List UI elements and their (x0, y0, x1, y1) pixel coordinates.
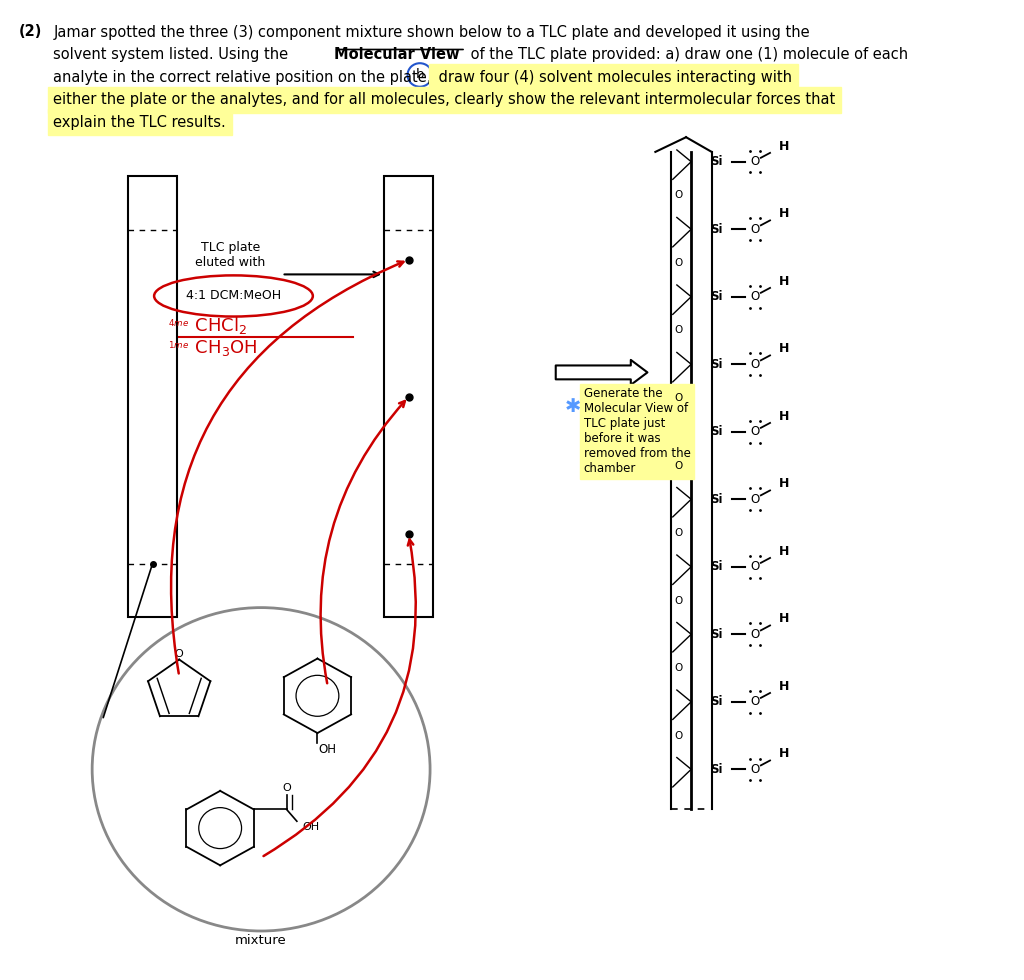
Text: Molecular View: Molecular View (334, 47, 460, 62)
Text: H: H (779, 274, 790, 287)
Text: H: H (779, 410, 790, 422)
Text: H: H (779, 545, 790, 558)
Text: $^{1me}$: $^{1me}$ (168, 341, 189, 355)
Text: OH: OH (302, 822, 319, 832)
Text: O: O (675, 730, 683, 741)
Text: draw four (4) solvent molecules interacting with: draw four (4) solvent molecules interact… (434, 70, 793, 84)
Text: Jamar spotted the three (3) component mixture shown below to a TLC plate and dev: Jamar spotted the three (3) component mi… (53, 24, 810, 39)
FancyArrowPatch shape (556, 360, 647, 385)
Text: Si: Si (710, 695, 722, 709)
Text: O: O (675, 393, 683, 403)
Text: solvent system listed. Using the: solvent system listed. Using the (53, 47, 293, 62)
Text: Si: Si (710, 493, 722, 506)
Text: O: O (750, 762, 760, 776)
Text: Generate the
Molecular View of
TLC plate just
before it was
removed from the
cha: Generate the Molecular View of TLC plate… (584, 387, 690, 475)
Text: analyte in the correct relative position on the plate,: analyte in the correct relative position… (53, 70, 432, 84)
Text: O: O (750, 561, 760, 573)
Text: O: O (675, 461, 683, 470)
Text: O: O (675, 663, 683, 673)
Text: O: O (750, 358, 760, 370)
Text: either the plate or the analytes, and for all molecules, clearly show the releva: either the plate or the analytes, and fo… (53, 92, 836, 107)
Text: TLC plate
eluted with: TLC plate eluted with (196, 241, 265, 269)
Text: H: H (779, 747, 790, 760)
Text: $^{4me}$: $^{4me}$ (168, 318, 189, 332)
Text: O: O (675, 190, 683, 201)
Text: Si: Si (710, 561, 722, 573)
Text: 4:1 DCM:MeOH: 4:1 DCM:MeOH (186, 289, 281, 303)
Text: Si: Si (710, 290, 722, 303)
Text: ✱: ✱ (565, 397, 582, 416)
Text: mixture: mixture (236, 934, 287, 948)
Text: O: O (675, 528, 683, 538)
Text: CH$_3$OH: CH$_3$OH (189, 338, 258, 358)
Text: O: O (675, 325, 683, 335)
Text: O: O (750, 222, 760, 236)
Text: (2): (2) (18, 24, 42, 39)
Text: O: O (750, 493, 760, 506)
Text: H: H (779, 139, 790, 153)
Text: O: O (750, 628, 760, 641)
Text: O: O (675, 596, 683, 606)
Text: H: H (779, 207, 790, 220)
Text: of the TLC plate provided: a) draw one (1) molecule of each: of the TLC plate provided: a) draw one (… (466, 47, 908, 62)
Text: Si: Si (710, 628, 722, 641)
Text: Si: Si (710, 358, 722, 370)
Bar (128, 176, 177, 617)
Bar (384, 176, 433, 617)
Text: O: O (283, 783, 291, 793)
Text: CHCl$_2$: CHCl$_2$ (189, 315, 248, 336)
Text: O: O (175, 649, 183, 659)
Text: OH: OH (318, 743, 337, 757)
Text: explain the TLC results.: explain the TLC results. (53, 115, 226, 129)
Text: Si: Si (710, 762, 722, 776)
Text: H: H (779, 612, 790, 625)
Text: Si: Si (710, 425, 722, 438)
Text: Si: Si (710, 222, 722, 236)
Text: H: H (779, 342, 790, 355)
Text: O: O (750, 695, 760, 709)
Text: H: H (779, 679, 790, 693)
Text: b: b (416, 69, 424, 81)
Text: O: O (675, 258, 683, 268)
Text: O: O (750, 290, 760, 303)
Text: O: O (750, 155, 760, 169)
Text: O: O (750, 425, 760, 438)
Text: Si: Si (710, 155, 722, 169)
Text: H: H (779, 477, 790, 490)
